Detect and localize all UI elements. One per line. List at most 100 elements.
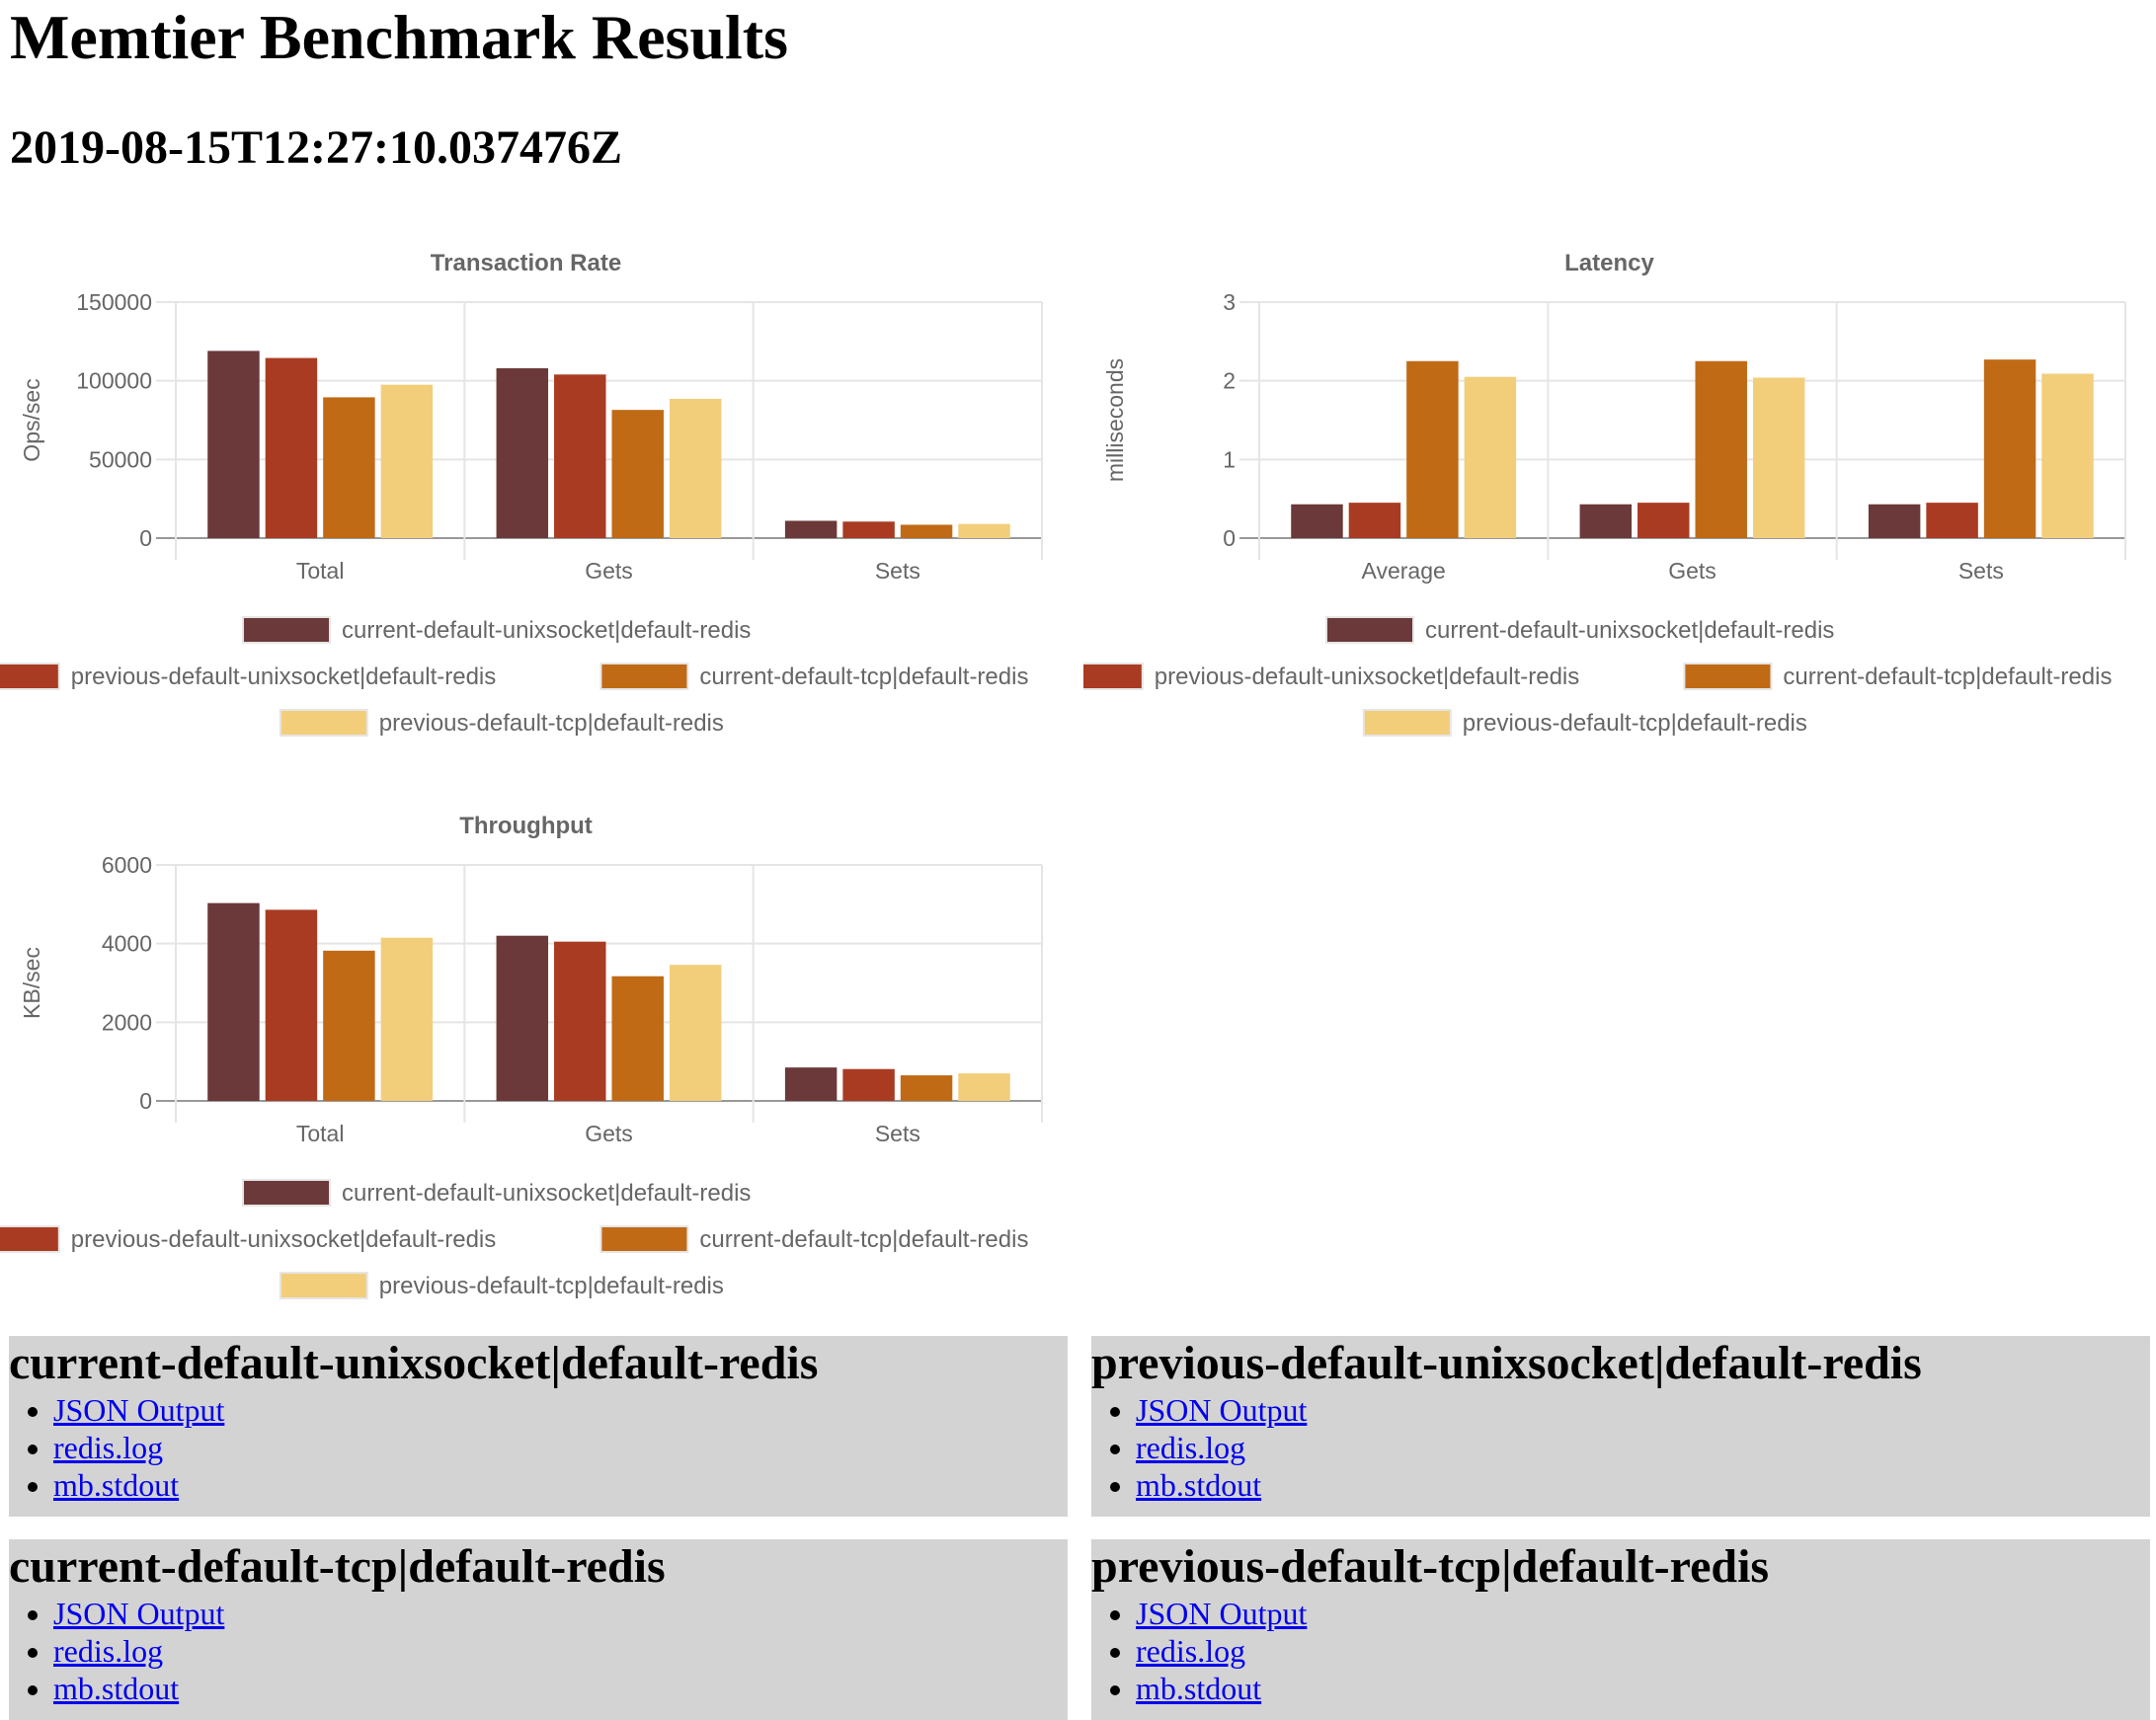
bar-total-previous-default-unixsocket-default-redis (265, 357, 318, 538)
chart-title: Transaction Rate (431, 250, 621, 276)
bar-gets-current-default-unixsocket-default-redis (496, 935, 549, 1101)
list-item: redis.log (1136, 1632, 2150, 1670)
list-item: mb.stdout (53, 1466, 1068, 1504)
bar-sets-current-default-unixsocket-default-redis (784, 1067, 838, 1101)
mb-stdout-link[interactable]: mb.stdout (1136, 1671, 1262, 1706)
chart-title: Throughput (459, 813, 593, 839)
list-item: redis.log (53, 1632, 1068, 1670)
x-tick-label: Total (296, 558, 345, 584)
bar-gets-current-default-unixsocket-default-redis (496, 367, 549, 538)
run-title: current-default-tcp|default-redis (9, 1540, 666, 1593)
bar-sets-previous-default-unixsocket-default-redis (1926, 503, 1978, 538)
x-tick-label: Gets (585, 1121, 633, 1146)
legend-swatch (0, 663, 60, 690)
bar-sets-previous-default-tcp-default-redis (958, 523, 1010, 538)
list-item: JSON Output (1136, 1391, 2150, 1429)
run-links: JSON Output redis.log mb.stdout (9, 1391, 1068, 1504)
redis-log-link[interactable]: redis.log (53, 1430, 164, 1465)
run-panel-current-tcp: current-default-tcp|default-redis JSON O… (9, 1539, 1068, 1720)
legend-label: previous-default-unixsocket|default-redi… (1155, 664, 1579, 690)
latency-chart: Latency milliseconds 3 2 1 0 Average Gets Sets cu… (1083, 237, 2150, 750)
legend-swatch (0, 1225, 60, 1253)
latency-svg: Latency milliseconds 3 2 1 0 Average Gets Sets cu… (1083, 250, 2126, 737)
bar-sets-previous-default-tcp-default-redis (958, 1073, 1010, 1101)
run-title: previous-default-tcp|default-redis (1091, 1540, 1770, 1593)
legend-swatch (1683, 663, 1773, 690)
legend-label: current-default-tcp|default-redis (699, 664, 1028, 690)
run-links: JSON Output redis.log mb.stdout (9, 1595, 1068, 1707)
list-item: mb.stdout (53, 1670, 1068, 1707)
redis-log-link[interactable]: redis.log (53, 1633, 164, 1669)
run-timestamp: 2019-08-15T12:27:10.037476Z (10, 121, 622, 174)
bar-total-current-default-unixsocket-default-redis (207, 351, 260, 538)
legend-label: current-default-unixsocket|default-redis (342, 1180, 751, 1207)
y-tick-label: 0 (1223, 525, 1236, 551)
bar-gets-previous-default-tcp-default-redis (669, 965, 722, 1101)
y-tick-label: 100000 (76, 368, 152, 394)
legend-swatch (599, 1225, 689, 1253)
redis-log-link[interactable]: redis.log (1136, 1633, 1246, 1669)
y-axis-label: Ops/sec (19, 378, 44, 461)
y-tick-label: 0 (139, 1088, 152, 1114)
bar-average-previous-default-tcp-default-redis (1464, 376, 1517, 538)
y-tick-label: 1 (1223, 446, 1236, 472)
throughput-svg: Throughput KB/sec 6000 4000 2000 0 Total Gets Se… (0, 813, 1043, 1299)
bar-gets-current-default-tcp-default-redis (1695, 360, 1747, 538)
bar-gets-current-default-tcp-default-redis (611, 976, 664, 1101)
run-title: current-default-unixsocket|default-redis (9, 1337, 819, 1389)
chart-title: Latency (1564, 250, 1654, 276)
legend-label: current-default-tcp|default-redis (699, 1226, 1028, 1253)
legend-swatch (599, 663, 689, 690)
run-panel-current-unixsocket: current-default-unixsocket|default-redis… (9, 1336, 1068, 1517)
y-tick-label: 2000 (102, 1009, 152, 1035)
legend-swatch (279, 1272, 368, 1299)
x-tick-label: Sets (1958, 558, 2004, 584)
x-tick-label: Average (1362, 558, 1446, 584)
legend-label: current-default-unixsocket|default-redis (1425, 617, 1834, 644)
legend-label: previous-default-tcp|default-redis (379, 1273, 724, 1299)
legend-label: previous-default-tcp|default-redis (379, 710, 724, 737)
bar-gets-previous-default-unixsocket-default-redis (1637, 503, 1690, 538)
mb-stdout-link[interactable]: mb.stdout (1136, 1467, 1262, 1503)
bar-gets-current-default-tcp-default-redis (611, 410, 664, 538)
bar-sets-current-default-tcp-default-redis (900, 524, 953, 538)
legend-label: current-default-tcp|default-redis (1783, 664, 2112, 690)
legend-swatch (242, 1179, 331, 1207)
bar-sets-previous-default-unixsocket-default-redis (842, 1068, 895, 1101)
legend-label: previous-default-unixsocket|default-redi… (71, 664, 496, 690)
y-tick-label: 3 (1223, 289, 1236, 315)
mb-stdout-link[interactable]: mb.stdout (53, 1671, 180, 1706)
legend-swatch (1362, 709, 1452, 737)
json-output-link[interactable]: JSON Output (53, 1392, 225, 1428)
transaction-rate-chart: Transaction Rate Ops/sec 150000 100000 50000… (0, 237, 1067, 750)
legend-label: previous-default-tcp|default-redis (1463, 710, 1807, 737)
json-output-link[interactable]: JSON Output (1136, 1596, 1308, 1631)
bar-gets-previous-default-tcp-default-redis (1752, 377, 1805, 538)
bar-gets-previous-default-tcp-default-redis (669, 398, 722, 538)
redis-log-link[interactable]: redis.log (1136, 1430, 1246, 1465)
legend-swatch (279, 709, 368, 737)
bar-sets-current-default-tcp-default-redis (1983, 359, 2036, 538)
page-title: Memtier Benchmark Results (10, 2, 788, 72)
bar-total-current-default-unixsocket-default-redis (207, 902, 260, 1101)
bar-total-current-default-tcp-default-redis (323, 397, 375, 538)
legend-label: current-default-unixsocket|default-redis (342, 617, 751, 644)
list-item: JSON Output (1136, 1595, 2150, 1632)
list-item: redis.log (53, 1429, 1068, 1466)
bar-average-current-default-tcp-default-redis (1406, 360, 1459, 538)
transaction-rate-svg: Transaction Rate Ops/sec 150000 100000 50000… (0, 250, 1043, 737)
bar-sets-current-default-tcp-default-redis (900, 1075, 953, 1101)
run-links: JSON Output redis.log mb.stdout (1091, 1595, 2150, 1707)
y-tick-label: 0 (139, 525, 152, 551)
bar-average-previous-default-unixsocket-default-redis (1348, 503, 1401, 538)
mb-stdout-link[interactable]: mb.stdout (53, 1467, 180, 1503)
list-item: JSON Output (53, 1595, 1068, 1632)
y-axis-label: KB/sec (19, 947, 44, 1019)
y-tick-label: 2 (1223, 368, 1236, 394)
json-output-link[interactable]: JSON Output (53, 1596, 225, 1631)
bar-sets-current-default-unixsocket-default-redis (784, 520, 838, 538)
run-links: JSON Output redis.log mb.stdout (1091, 1391, 2150, 1504)
bar-gets-previous-default-unixsocket-default-redis (554, 941, 606, 1101)
run-panel-previous-tcp: previous-default-tcp|default-redis JSON … (1091, 1539, 2150, 1720)
json-output-link[interactable]: JSON Output (1136, 1392, 1308, 1428)
